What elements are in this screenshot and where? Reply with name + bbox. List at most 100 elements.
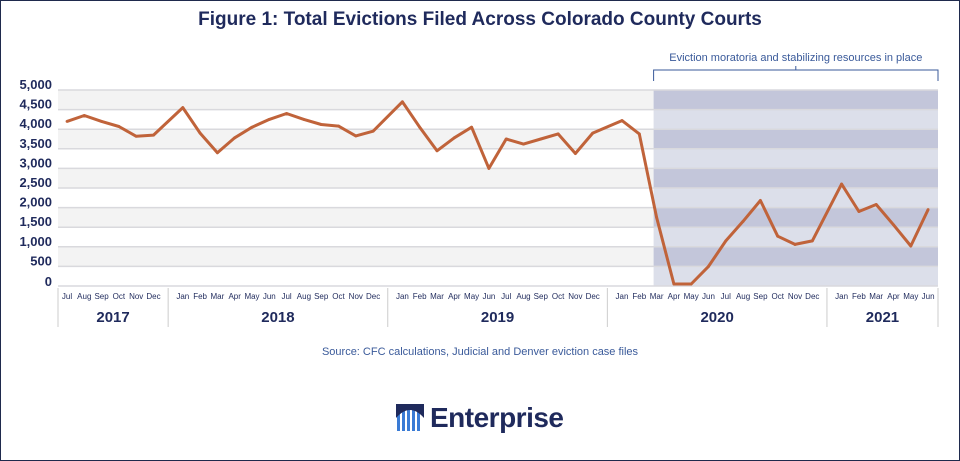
y-tick-label: 0 <box>45 274 52 289</box>
year-label: 2021 <box>866 309 899 326</box>
data-point <box>487 167 491 170</box>
data-point <box>198 131 202 135</box>
x-tick-label: May <box>684 292 699 301</box>
annotation-label: Eviction moratoria and stabilizing resou… <box>669 52 922 64</box>
y-tick-label: 1,000 <box>19 234 52 249</box>
data-point <box>793 243 797 246</box>
y-tick-label: 2,000 <box>19 195 52 210</box>
enterprise-logo-icon <box>396 404 424 431</box>
x-tick-label: Apr <box>228 292 241 301</box>
data-point <box>435 149 439 153</box>
source-note: Source: CFC calculations, Judicial and D… <box>321 346 639 358</box>
x-tick-label: Mar <box>650 292 664 301</box>
moratorium-band <box>653 109 938 130</box>
enterprise-logo: Enterprise <box>396 402 564 434</box>
x-tick-label: Oct <box>771 292 784 301</box>
data-point <box>267 118 271 121</box>
x-tick-label: Jun <box>922 292 935 301</box>
year-label: 2019 <box>481 309 514 326</box>
data-point <box>233 136 237 140</box>
annotation-bracket <box>653 66 939 81</box>
data-point <box>117 125 121 128</box>
data-point <box>371 129 375 133</box>
data-point <box>152 133 155 137</box>
data-point <box>250 125 254 129</box>
data-point <box>539 137 543 141</box>
year-label: 2017 <box>96 309 129 326</box>
moratorium-band <box>653 207 938 228</box>
grid-band <box>58 266 654 286</box>
x-tick-label: Oct <box>113 292 126 301</box>
y-tick-label: 4,500 <box>19 97 52 112</box>
moratorium-band <box>653 246 938 267</box>
data-point <box>776 234 780 238</box>
y-tick-label: 4,000 <box>19 116 52 131</box>
x-tick-label: Aug <box>77 292 91 301</box>
x-tick-label: Jan <box>176 292 189 301</box>
data-point <box>134 134 138 138</box>
data-point <box>724 239 728 243</box>
x-tick-label: Feb <box>193 292 207 301</box>
x-tick-label: May <box>464 292 479 301</box>
data-point <box>857 210 861 213</box>
x-tick-label: Nov <box>568 292 582 301</box>
data-point <box>452 136 456 140</box>
grid-band <box>58 148 654 169</box>
moratorium-band <box>653 266 938 286</box>
grid-band <box>58 207 654 228</box>
grid-band <box>58 90 654 110</box>
evictions-series-line <box>66 100 930 286</box>
x-tick-label: Sep <box>753 292 768 301</box>
x-tick-label: Aug <box>516 292 530 301</box>
x-tick-label: Apr <box>668 292 681 301</box>
x-tick-label: Jul <box>501 292 511 301</box>
x-tick-label: Jan <box>616 292 629 301</box>
data-point <box>556 132 560 136</box>
year-label: 2020 <box>700 309 733 326</box>
data-point <box>181 106 185 110</box>
x-tick-label: Nov <box>129 292 143 301</box>
x-tick-label: Mar <box>430 292 444 301</box>
x-tick-label: Dec <box>366 292 380 301</box>
data-point <box>285 112 288 115</box>
moratorium-band <box>653 90 938 110</box>
data-point <box>874 203 878 206</box>
y-tick-label: 500 <box>30 253 52 268</box>
x-tick-label: Jun <box>263 292 276 301</box>
x-tick-label: Jul <box>721 292 731 301</box>
x-tick-label: Nov <box>349 292 363 301</box>
year-label: 2018 <box>261 309 294 326</box>
x-tick-label: Jan <box>396 292 409 301</box>
x-tick-label: Mar <box>211 292 225 301</box>
moratorium-band <box>653 168 938 188</box>
grid-band <box>58 246 654 267</box>
x-tick-label: Feb <box>413 292 427 301</box>
data-point <box>470 125 473 129</box>
moratorium-band <box>653 129 938 149</box>
x-tick-label: May <box>244 292 259 301</box>
data-point <box>655 216 658 219</box>
data-point <box>810 239 814 243</box>
x-tick-label: May <box>903 292 918 301</box>
x-tick-label: Mar <box>869 292 883 301</box>
data-point <box>591 131 595 135</box>
x-tick-label: Apr <box>887 292 900 301</box>
data-point <box>909 244 913 248</box>
y-tick-label: 3,000 <box>19 155 52 170</box>
x-tick-label: Oct <box>552 292 565 301</box>
y-tick-label: 3,500 <box>19 136 52 151</box>
data-point <box>672 282 676 286</box>
data-point <box>759 199 762 202</box>
data-point <box>840 182 843 186</box>
x-tick-label: Jun <box>482 292 495 301</box>
x-tick-label: Sep <box>94 292 109 301</box>
x-tick-label: Jul <box>62 292 72 301</box>
x-tick-label: Apr <box>448 292 461 301</box>
data-point <box>926 208 930 211</box>
data-point <box>319 123 323 126</box>
data-point <box>620 119 624 122</box>
data-point <box>418 125 422 129</box>
data-point <box>574 152 577 155</box>
x-tick-label: Dec <box>805 292 819 301</box>
y-tick-label: 2,500 <box>19 175 52 190</box>
